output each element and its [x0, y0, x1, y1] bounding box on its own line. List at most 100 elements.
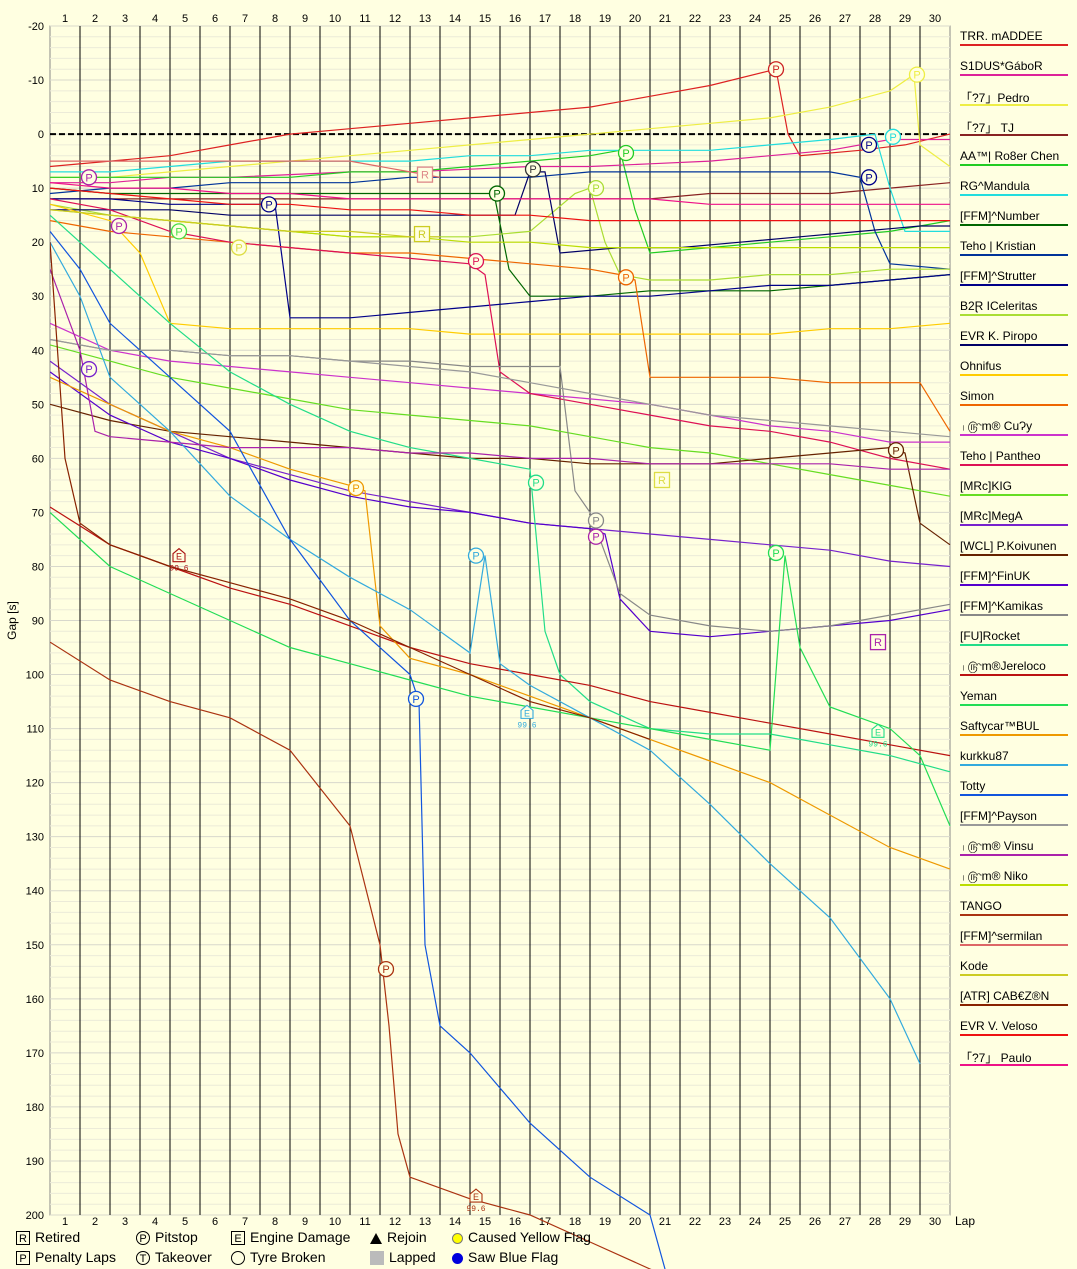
pitstop-marker-ring: [908, 66, 926, 83]
marker-p: P: [80, 361, 98, 378]
retired-marker-box: [416, 166, 434, 183]
marker-p: P: [467, 252, 485, 270]
series-line-14: [50, 198, 951, 470]
marker-value-label: 99.6: [466, 1205, 485, 1214]
legend-entry-label: [FU]Rocket: [960, 629, 1021, 643]
legend-entry-swatch: [960, 614, 1068, 616]
engine-damage-marker-shape: [469, 1188, 483, 1203]
legend-entry-swatch: [960, 884, 1068, 886]
x-tick-label-top: 5: [182, 13, 188, 25]
x-axis-label: Lap: [955, 1214, 975, 1228]
marker-p: P: [860, 169, 878, 186]
legend-entry-label: [FFM]^sermilan: [960, 929, 1043, 943]
marker-p: P: [617, 144, 635, 162]
legend-entry-swatch: [960, 134, 1068, 136]
pitstop-marker-ring: [467, 252, 485, 270]
legend-entry-label: Simon: [960, 389, 995, 403]
marker-p: P: [908, 66, 926, 83]
marker-letter: P: [382, 964, 389, 976]
pitstop-marker-ring: [524, 161, 542, 178]
series-line-15: [50, 344, 951, 497]
legend-entry-swatch: [960, 224, 1068, 226]
legend-entry-swatch: [960, 194, 1068, 196]
legend-entry-swatch: [960, 164, 1068, 166]
marker-letter: P: [532, 478, 539, 490]
pitstop-marker-ring: [407, 690, 425, 708]
key-lapped: Lapped: [370, 1249, 436, 1266]
series-line-7: [50, 171, 951, 270]
x-tick-label-bottom: 5: [182, 1216, 188, 1228]
y-tick-label: 50: [32, 399, 44, 411]
legend-entry-swatch: [960, 404, 1068, 406]
marker-p: P: [587, 179, 605, 197]
y-tick-label: 10: [32, 183, 44, 195]
marker-p: P: [767, 544, 785, 562]
marker-value-label: 99.6: [169, 565, 188, 574]
y-tick-label: 160: [26, 994, 44, 1006]
x-tick-label-top: 4: [152, 13, 158, 25]
x-tick-label-top: 28: [869, 13, 881, 25]
marker-letter: P: [412, 694, 419, 706]
marker-letter: P: [115, 221, 122, 233]
x-tick-label-top: 2: [92, 13, 98, 25]
x-tick-label-top: 9: [302, 13, 308, 25]
marker-letter: P: [865, 172, 872, 184]
lapped-icon: [370, 1251, 384, 1266]
legend-entry-label: [FFM]^Number: [960, 209, 1040, 223]
series-line-5: [50, 133, 950, 232]
legend-entry-swatch: [960, 584, 1068, 586]
pitstop-marker-ring: [587, 512, 605, 529]
legend-entry-swatch: [960, 974, 1068, 976]
engine-damage-marker-shape: [871, 723, 885, 738]
legend-entry-label: [MRc]MegA: [960, 509, 1023, 523]
x-tick-label-bottom: 1: [62, 1216, 68, 1228]
series-line-33: [50, 187, 950, 222]
marker-letter: P: [622, 272, 629, 284]
x-tick-label-bottom: 24: [749, 1216, 761, 1228]
marker-letter: P: [352, 483, 359, 495]
x-tick-label-top: 30: [929, 13, 941, 25]
x-tick-label-bottom: 8: [272, 1216, 278, 1228]
marker-p: P: [488, 185, 506, 202]
series-line-31: [50, 209, 440, 238]
x-tick-label-top: 11: [359, 13, 370, 25]
marker-letter: P: [472, 551, 479, 563]
key-penalty-laps: P Penalty Laps: [16, 1249, 116, 1266]
yellow-flag-icon: [452, 1232, 463, 1244]
legend-entry-label: Totty: [960, 779, 986, 793]
series-line-8: [50, 198, 951, 319]
legend-entry-label: Yeman: [960, 689, 997, 703]
pitstop-marker-ring: [260, 196, 278, 213]
pitstop-marker-ring: [170, 223, 188, 240]
legend-entry-swatch: [960, 464, 1068, 466]
legend-entry-swatch: [960, 944, 1068, 946]
legend-entry-label: ᛧ௹m® Niko: [960, 869, 1028, 883]
x-tick-label-bottom: 10: [329, 1216, 341, 1228]
marker-p: P: [587, 512, 605, 529]
marker-p: P: [887, 442, 905, 459]
marker-letter: R: [418, 229, 426, 241]
legend-entry-label: Kode: [960, 959, 989, 973]
retired-marker-box: [869, 633, 887, 651]
y-tick-label: 130: [26, 832, 44, 844]
retired-icon: R: [16, 1231, 30, 1246]
marker-letter: P: [622, 148, 629, 160]
key-engine-damage: E Engine Damage: [231, 1229, 350, 1246]
marker-letter: P: [175, 226, 182, 238]
y-tick-label: 0: [38, 129, 44, 141]
x-tick-label-top: 3: [122, 13, 128, 25]
x-tick-label-bottom: 27: [839, 1216, 851, 1228]
legend-entry-label: AA™| Ro8er Chen: [960, 149, 1060, 163]
x-tick-label-top: 17: [539, 13, 551, 25]
series-line-0: [50, 68, 951, 168]
legend-entry-label: EVR V. Veloso: [960, 1019, 1038, 1033]
legend-entry-swatch: [960, 1064, 1068, 1066]
x-tick-label-bottom: 19: [599, 1216, 611, 1228]
legend-entry-swatch: [960, 1034, 1068, 1036]
tyre-broken-icon: [231, 1251, 245, 1266]
key-pitstop: P Pitstop: [136, 1229, 198, 1246]
marker-e: E 99.6: [169, 547, 189, 574]
marker-p: P: [617, 269, 635, 286]
y-tick-label: 150: [26, 940, 44, 952]
x-tick-label-bottom: 29: [899, 1216, 911, 1228]
